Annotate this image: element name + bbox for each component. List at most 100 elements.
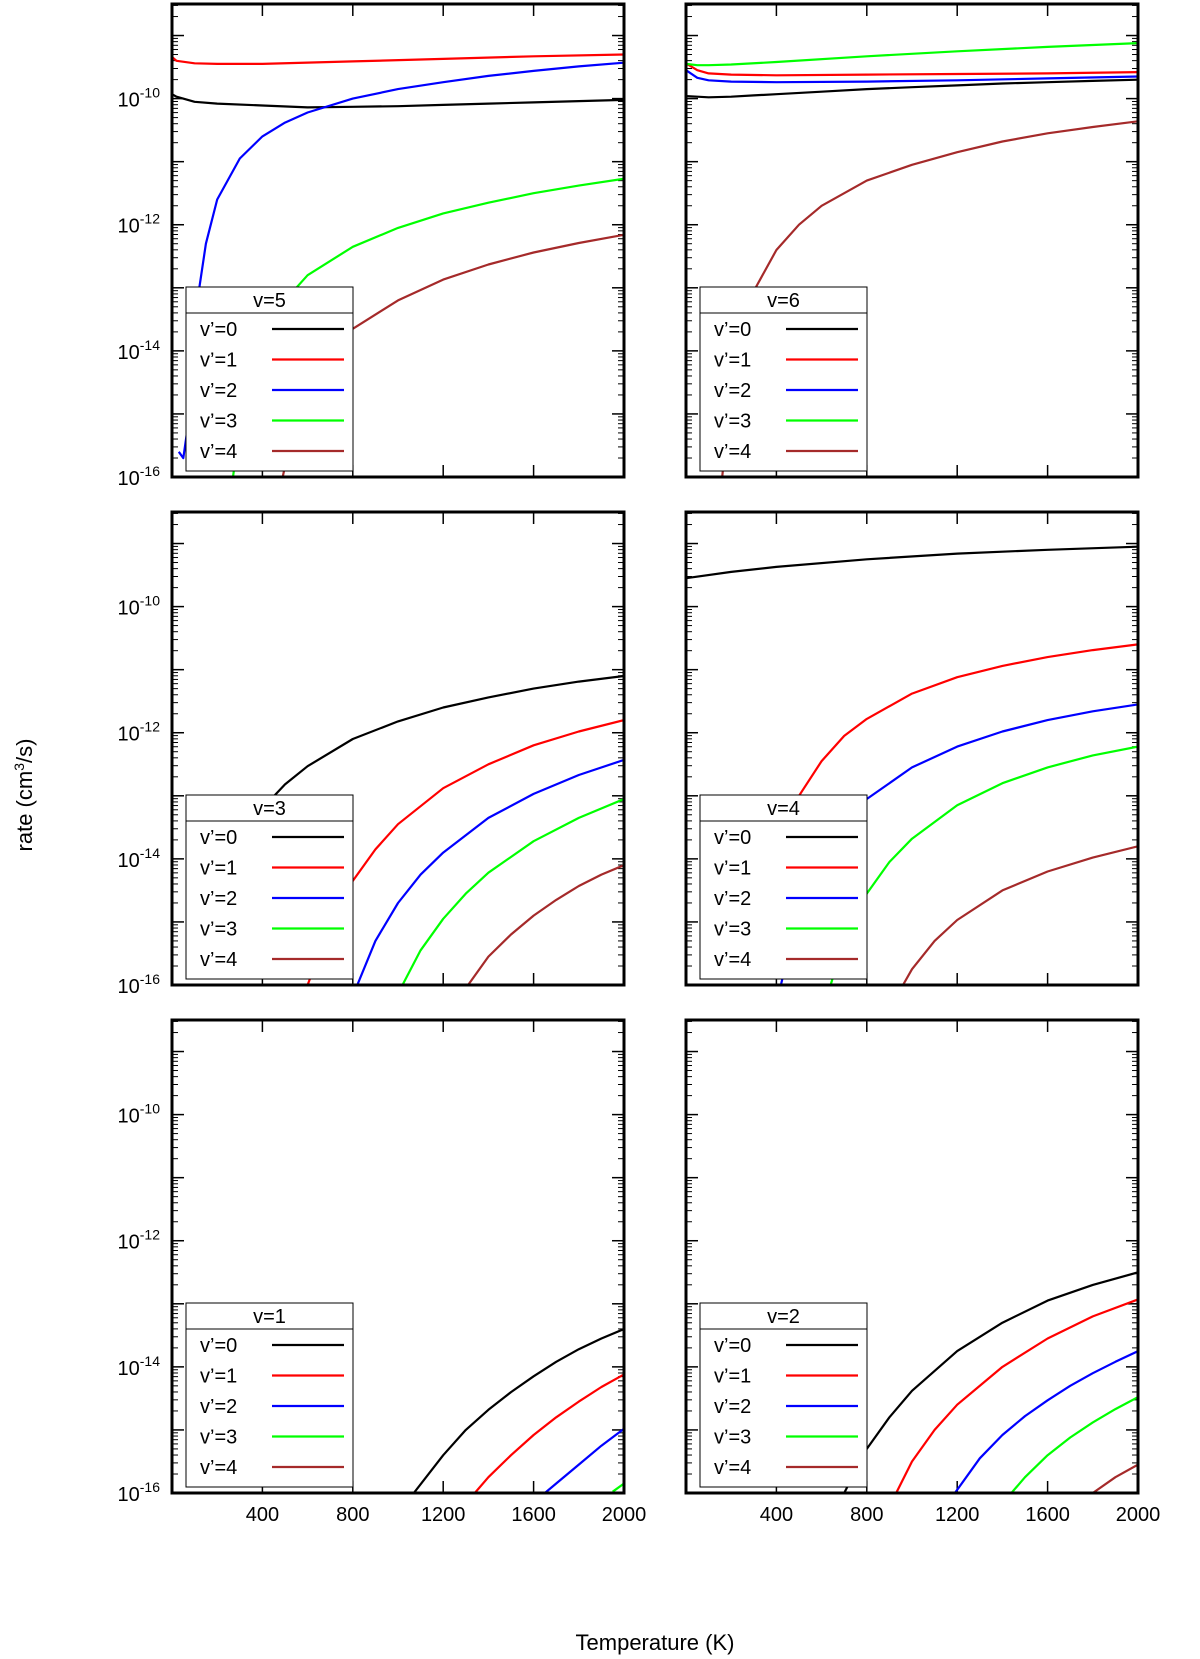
- legend-title: v=5: [253, 290, 286, 312]
- series-line-vprime-1: [895, 1298, 1138, 1493]
- y-tick-label: 10-16: [118, 1479, 161, 1506]
- y-tick-base: 10: [118, 1484, 140, 1506]
- x-tick-label: 800: [850, 1504, 883, 1526]
- legend-box: [185, 1302, 354, 1488]
- x-tick-label: 800: [336, 1504, 369, 1526]
- series-line-vprime-2: [954, 1350, 1138, 1493]
- x-tick-label: 400: [760, 1504, 793, 1526]
- y-tick-label: 10-10: [118, 85, 161, 112]
- legend: v=6 v’=0 v’=1 v’=2 v’=3 v’=4: [699, 286, 868, 472]
- series-line-vprime-1: [473, 1373, 624, 1493]
- series-line-vprime-2: [356, 758, 624, 985]
- panel-frame: [170, 2, 626, 479]
- legend-label: v’=1: [714, 858, 751, 880]
- y-axis-title-sup: 3: [11, 763, 27, 771]
- series-line-vprime-0: [172, 93, 624, 109]
- y-tick-base: 10: [118, 216, 140, 238]
- legend-title: v=3: [253, 798, 286, 820]
- y-tick-exponent: -16: [140, 463, 160, 479]
- panel-v-5: 10-1610-1410-1210-10v=5v’=0v’=1v’=2v’=3v…: [118, 2, 626, 490]
- series-line-vprime-4: [1092, 1463, 1138, 1493]
- series-line-vprime-0: [686, 78, 1138, 99]
- x-tick-label: 1600: [511, 1504, 556, 1526]
- y-axis-title-prefix: rate (cm: [12, 771, 37, 852]
- panel-v-3: 10-1610-1410-1210-10v=3v’=0v’=1v’=2v’=3v…: [118, 510, 626, 998]
- legend-label: v’=3: [200, 1427, 237, 1449]
- panel-frame: [684, 510, 1140, 987]
- legend-label: v’=0: [714, 319, 751, 341]
- legend-label: v’=4: [200, 441, 237, 463]
- series-line-vprime-3: [612, 1482, 624, 1493]
- legend-label: v’=0: [200, 319, 237, 341]
- legend-box: [699, 794, 868, 980]
- legend-label: v’=3: [714, 919, 751, 941]
- x-tick-label: 1200: [935, 1504, 980, 1526]
- y-tick-base: 10: [118, 468, 140, 490]
- legend: v=3 v’=0 v’=1 v’=2 v’=3 v’=4: [185, 794, 354, 980]
- panels: 10-1610-1410-1210-10v=5v’=0v’=1v’=2v’=3v…: [118, 2, 1161, 1526]
- y-tick-label: 10-16: [118, 463, 161, 490]
- panel-v-4: v=4 v’=0 v’=1 v’=2 v’=3 v’=4: [684, 510, 1140, 987]
- panel-frame: [170, 510, 626, 987]
- legend-label: v’=3: [200, 919, 237, 941]
- series-line-vprime-3: [1010, 1396, 1138, 1493]
- legend-label: v’=3: [200, 411, 237, 433]
- legend-label: v’=0: [200, 1335, 237, 1357]
- series-group: [412, 1327, 624, 1493]
- y-tick-base: 10: [118, 976, 140, 998]
- series-line-vprime-1: [172, 53, 624, 66]
- legend-box: [699, 286, 868, 472]
- legend-label: v’=1: [200, 350, 237, 372]
- y-tick-exponent: -14: [140, 1353, 160, 1369]
- legend-label: v’=4: [714, 1457, 751, 1479]
- x-tick-label: 2000: [602, 1504, 647, 1526]
- y-axis-title-suffix: /s): [12, 739, 37, 763]
- legend-title: v=2: [767, 1306, 800, 1328]
- y-tick-exponent: -14: [140, 337, 160, 353]
- legend-box: [185, 794, 354, 980]
- x-tick-label: 400: [246, 1504, 279, 1526]
- panel-frame: [684, 1018, 1140, 1495]
- series-line-vprime-0: [843, 1271, 1138, 1493]
- series-line-vprime-2: [544, 1427, 624, 1493]
- panel-frame: [170, 1018, 626, 1495]
- y-tick-exponent: -10: [140, 1101, 160, 1117]
- y-tick-exponent: -12: [140, 211, 160, 227]
- y-tick-label: 10-14: [118, 845, 161, 872]
- series-line-vprime-2: [686, 69, 1138, 84]
- legend-label: v’=1: [714, 350, 751, 372]
- y-tick-exponent: -14: [140, 845, 160, 861]
- legend-label: v’=2: [714, 380, 751, 402]
- y-tick-base: 10: [118, 342, 140, 364]
- legend-label: v’=3: [714, 411, 751, 433]
- panel-v-2: 400 800 1200 1600 2000 v=2 v’=0 v’=1 v’=2 v’=3 v’=…: [684, 1018, 1161, 1526]
- y-tick-label: 10-10: [118, 1101, 161, 1128]
- y-tick-exponent: -16: [140, 971, 160, 987]
- legend-label: v’=4: [200, 949, 237, 971]
- legend-title: v=4: [767, 798, 800, 820]
- legend-label: v’=1: [714, 1366, 751, 1388]
- y-tick-base: 10: [118, 1106, 140, 1128]
- y-tick-base: 10: [118, 598, 140, 620]
- legend-label: v’=4: [714, 949, 751, 971]
- legend: v=4 v’=0 v’=1 v’=2 v’=3 v’=4: [699, 794, 868, 980]
- y-tick-label: 10-16: [118, 971, 161, 998]
- x-tick-label: 2000: [1116, 1504, 1161, 1526]
- legend-label: v’=2: [714, 1396, 751, 1418]
- series-line-vprime-1: [306, 719, 624, 985]
- y-tick-exponent: -10: [140, 85, 160, 101]
- y-tick-label: 10-12: [118, 1227, 161, 1254]
- y-tick-label: 10-14: [118, 1353, 161, 1380]
- legend-label: v’=3: [714, 1427, 751, 1449]
- series-line-vprime-0: [412, 1327, 624, 1493]
- legend: v=5 v’=0 v’=1 v’=2 v’=3 v’=4: [185, 286, 354, 472]
- series-line-vprime-4: [467, 864, 624, 985]
- y-tick-base: 10: [118, 850, 140, 872]
- legend-label: v’=2: [200, 380, 237, 402]
- series-line-vprime-4: [902, 845, 1138, 985]
- x-tick-label: 1600: [1025, 1504, 1070, 1526]
- legend-label: v’=2: [200, 1396, 237, 1418]
- legend-label: v’=0: [200, 827, 237, 849]
- legend-label: v’=4: [714, 441, 751, 463]
